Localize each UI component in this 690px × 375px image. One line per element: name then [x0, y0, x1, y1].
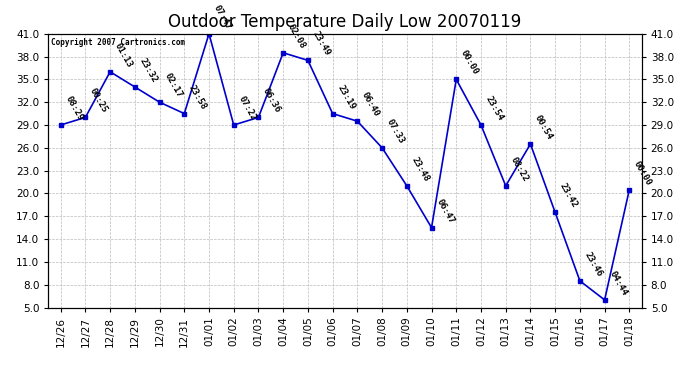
Text: 23:58: 23:58: [187, 83, 208, 111]
Text: 00:00: 00:00: [459, 49, 480, 76]
Text: 02:08: 02:08: [286, 22, 307, 50]
Text: 01:13: 01:13: [113, 41, 134, 69]
Text: 00:25: 00:25: [88, 87, 110, 115]
Text: 07:33: 07:33: [385, 117, 406, 145]
Text: 08:29: 08:29: [63, 94, 85, 122]
Text: 23:54: 23:54: [484, 94, 505, 122]
Text: 06:40: 06:40: [360, 91, 382, 118]
Text: 23:48: 23:48: [410, 155, 431, 183]
Text: 23:46: 23:46: [582, 251, 604, 278]
Text: 23:49: 23:49: [310, 30, 332, 58]
Text: 00:54: 00:54: [533, 114, 555, 141]
Text: 23:19: 23:19: [335, 83, 357, 111]
Text: 06:47: 06:47: [434, 197, 455, 225]
Text: 07:47: 07:47: [212, 3, 233, 31]
Text: 00:00: 00:00: [632, 159, 653, 187]
Text: 08:22: 08:22: [509, 155, 530, 183]
Text: 06:36: 06:36: [262, 87, 282, 115]
Text: Copyright 2007 Cartronics.com: Copyright 2007 Cartronics.com: [51, 38, 186, 47]
Text: 23:32: 23:32: [137, 56, 159, 84]
Text: 02:17: 02:17: [162, 72, 184, 99]
Text: 04:44: 04:44: [607, 269, 629, 297]
Text: 23:42: 23:42: [558, 182, 579, 210]
Title: Outdoor Temperature Daily Low 20070119: Outdoor Temperature Daily Low 20070119: [168, 13, 522, 31]
Text: 07:22: 07:22: [237, 94, 258, 122]
